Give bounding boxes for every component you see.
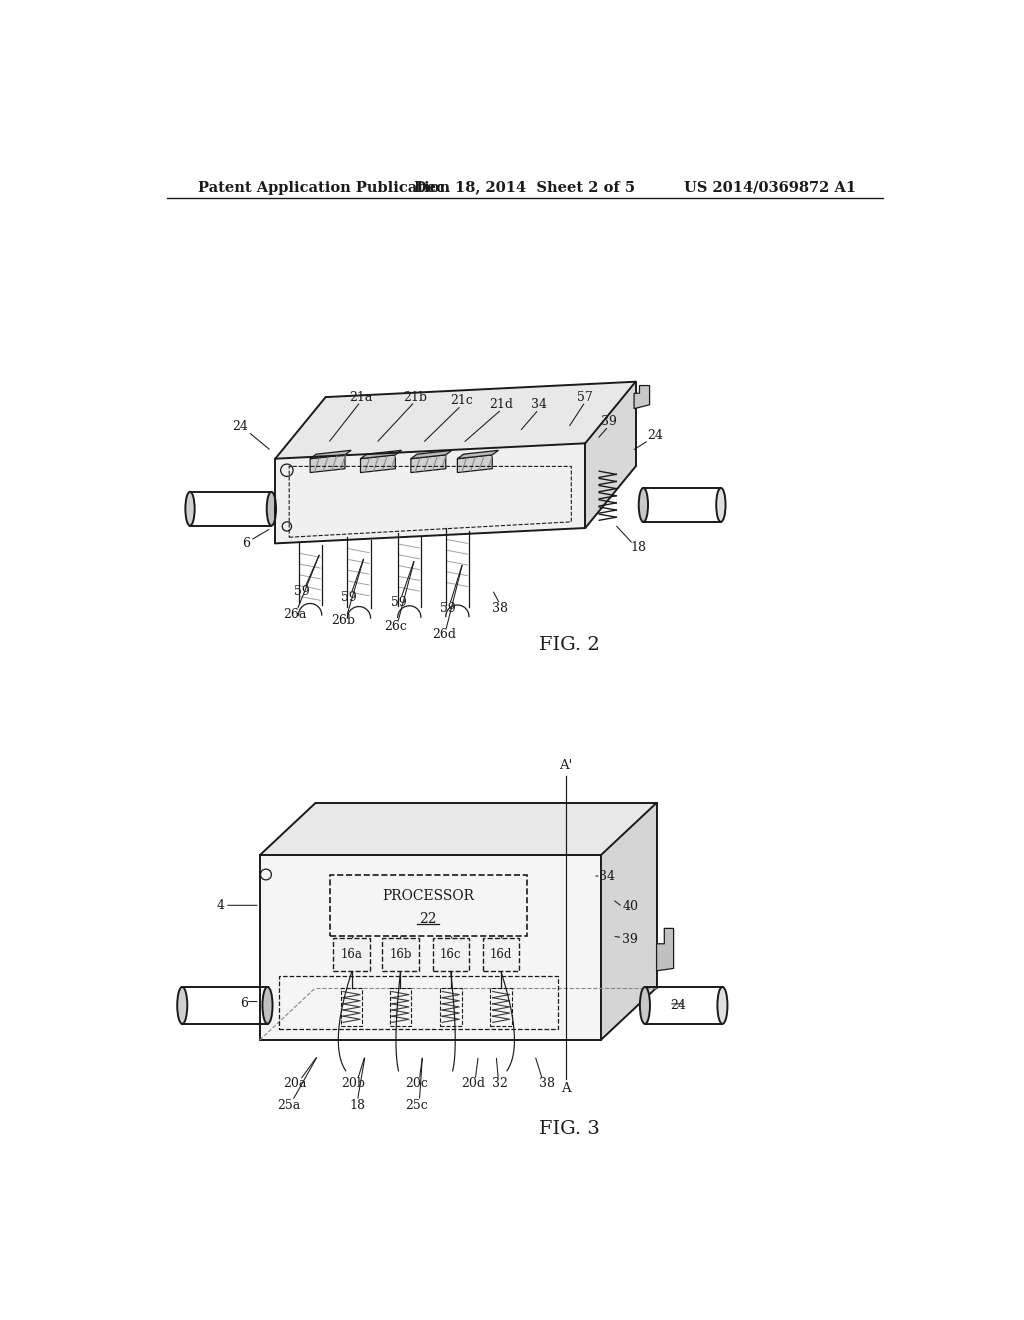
FancyBboxPatch shape [334,939,370,970]
Polygon shape [275,381,636,459]
Text: 18: 18 [630,541,646,554]
Text: 21b: 21b [402,391,427,404]
Ellipse shape [716,488,726,521]
Polygon shape [458,450,499,459]
Text: 34: 34 [530,399,547,412]
Polygon shape [310,455,345,473]
Polygon shape [275,444,586,544]
Polygon shape [360,450,401,459]
Text: 59: 59 [341,591,356,603]
Text: 20a: 20a [283,1077,306,1090]
Ellipse shape [177,987,187,1024]
Text: 16d: 16d [489,948,512,961]
FancyBboxPatch shape [432,939,469,970]
Text: 32: 32 [493,1077,508,1090]
Text: FIG. 3: FIG. 3 [540,1119,600,1138]
Text: 25c: 25c [404,1100,428,1111]
Polygon shape [586,381,636,528]
Text: 6: 6 [242,537,250,550]
Text: 26a: 26a [283,607,306,620]
Text: 21d: 21d [489,399,514,412]
Text: 24: 24 [232,420,248,433]
Text: 25a: 25a [278,1100,301,1111]
Polygon shape [458,455,493,473]
Polygon shape [360,455,395,473]
Text: 21a: 21a [349,391,372,404]
Text: 16a: 16a [341,948,362,961]
Text: 59: 59 [294,585,309,598]
Polygon shape [601,803,656,1040]
Polygon shape [260,803,656,855]
FancyBboxPatch shape [483,939,519,970]
Text: PROCESSOR: PROCESSOR [382,890,474,903]
Text: 20d: 20d [461,1077,485,1090]
Ellipse shape [639,488,648,521]
Polygon shape [411,450,452,459]
Polygon shape [411,455,445,473]
Polygon shape [310,450,351,459]
Text: A': A' [559,759,572,772]
Text: 57: 57 [578,391,593,404]
Text: 34: 34 [599,870,615,883]
Polygon shape [656,928,674,970]
Polygon shape [260,855,601,1040]
Text: 22: 22 [420,912,437,925]
Text: 26d: 26d [432,628,457,640]
Text: 26c: 26c [384,620,407,634]
Text: 39: 39 [623,933,638,946]
Text: 21c: 21c [450,395,473,408]
Text: 59: 59 [391,597,408,610]
Text: 16c: 16c [440,948,462,961]
Text: Patent Application Publication: Patent Application Publication [198,181,450,194]
Ellipse shape [718,987,727,1024]
Text: 4: 4 [217,899,225,912]
Ellipse shape [640,987,650,1024]
Text: 20c: 20c [404,1077,428,1090]
Polygon shape [634,385,649,409]
FancyBboxPatch shape [382,939,419,970]
Text: 16b: 16b [389,948,412,961]
Ellipse shape [262,987,272,1024]
Text: Dec. 18, 2014  Sheet 2 of 5: Dec. 18, 2014 Sheet 2 of 5 [415,181,635,194]
Text: 24: 24 [671,999,686,1012]
Text: A: A [561,1082,570,1096]
Text: 18: 18 [349,1100,366,1111]
Text: 39: 39 [600,416,616,428]
Text: 59: 59 [440,602,456,615]
Text: 38: 38 [492,602,508,615]
Text: 20b: 20b [341,1077,365,1090]
Text: FIG. 2: FIG. 2 [540,636,600,653]
Text: 6: 6 [241,997,248,1010]
Text: 38: 38 [539,1077,555,1090]
Text: 24: 24 [647,429,663,442]
Text: 40: 40 [623,900,638,913]
Ellipse shape [185,492,195,525]
Text: 26b: 26b [332,614,355,627]
Ellipse shape [266,492,276,525]
Text: US 2014/0369872 A1: US 2014/0369872 A1 [684,181,856,194]
